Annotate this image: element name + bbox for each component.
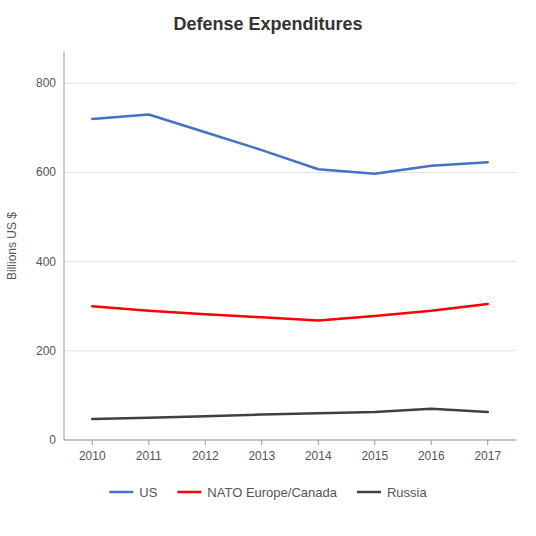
x-tick-label: 2015 bbox=[361, 449, 388, 463]
y-tick-label: 200 bbox=[36, 344, 56, 358]
y-tick-label: 0 bbox=[49, 433, 56, 447]
x-tick-label: 2010 bbox=[79, 449, 106, 463]
x-tick-label: 2011 bbox=[136, 449, 162, 463]
series-line bbox=[92, 409, 488, 419]
grid-line bbox=[64, 261, 516, 262]
legend-swatch bbox=[109, 491, 133, 494]
x-tick-label: 2016 bbox=[418, 449, 445, 463]
y-tick-label: 400 bbox=[36, 255, 56, 269]
series-line bbox=[92, 304, 488, 321]
legend-swatch bbox=[357, 491, 381, 494]
plot-area bbox=[92, 114, 488, 419]
x-tick bbox=[431, 440, 432, 445]
grid-line bbox=[64, 350, 516, 351]
x-axis-line bbox=[64, 440, 516, 441]
chart: Defense Expenditures Billions US $ 0 200 400… bbox=[0, 0, 536, 536]
x-tick bbox=[92, 440, 93, 445]
x-tick-label: 2013 bbox=[248, 449, 275, 463]
x-tick bbox=[148, 440, 149, 445]
legend-label: NATO Europe/Canada bbox=[207, 485, 337, 500]
series-line bbox=[92, 114, 488, 173]
legend-swatch bbox=[177, 491, 201, 494]
x-tick-label: 2014 bbox=[305, 449, 332, 463]
x-tick-label: 2017 bbox=[474, 449, 501, 463]
x-tick bbox=[318, 440, 319, 445]
grid-line bbox=[64, 172, 516, 173]
x-tick bbox=[487, 440, 488, 445]
y-axis-line bbox=[64, 52, 65, 440]
legend-label: Russia bbox=[387, 485, 428, 500]
x-tick bbox=[261, 440, 262, 445]
legend: US NATO Europe/Canada Russia bbox=[109, 485, 427, 500]
y-tick-label: 800 bbox=[36, 76, 56, 90]
x-tick bbox=[205, 440, 206, 445]
x-tick bbox=[374, 440, 375, 445]
legend-label: US bbox=[139, 485, 157, 500]
y-tick-label: 600 bbox=[36, 165, 56, 179]
background bbox=[0, 0, 536, 536]
title: Defense Expenditures bbox=[173, 14, 362, 34]
grid-line bbox=[64, 83, 516, 84]
y-axis-label: Billions US $ bbox=[5, 212, 19, 280]
x-tick-label: 2012 bbox=[192, 449, 219, 463]
grid-line bbox=[64, 440, 516, 441]
